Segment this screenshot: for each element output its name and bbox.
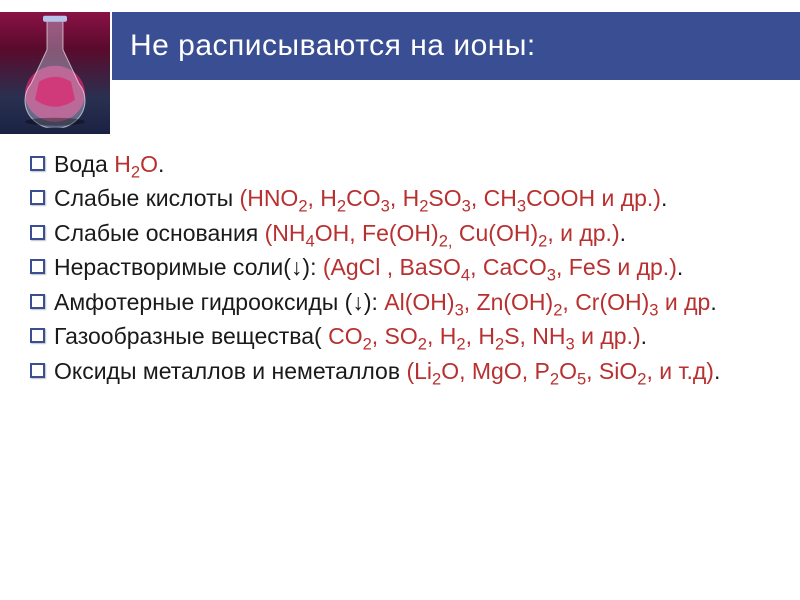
list-item: Слабые основания (NH4OH, Fe(OH)2, Cu(OH)… <box>30 219 776 248</box>
bullet-square-icon <box>30 190 45 205</box>
list-item-text: Амфотерные гидрооксиды (↓): Al(OH)3, Zn(… <box>54 288 717 317</box>
title-bar: Не расписываются на ионы: <box>112 12 800 80</box>
bullet-square-icon <box>30 328 45 343</box>
bullet-square-icon <box>30 363 45 378</box>
header-underbar <box>112 80 800 134</box>
bullet-square-icon <box>30 294 45 309</box>
flask-icon <box>13 14 97 128</box>
list-item: Амфотерные гидрооксиды (↓): Al(OH)3, Zn(… <box>30 288 776 317</box>
list-item-text: Нерастворимые соли(↓): (AgCl , BaSO4, Ca… <box>54 253 683 282</box>
list-item: Оксиды металлов и неметаллов (Li2O, MgO,… <box>30 357 776 386</box>
list-item-text: Газообразные вещества( CO2, SO2, H2, H2S… <box>54 322 647 351</box>
bullet-square-icon <box>30 259 45 274</box>
slide: Не расписываются на ионы: Вода H2O. Слабы… <box>0 0 800 600</box>
list-item-text: Оксиды металлов и неметаллов (Li2O, MgO,… <box>54 357 720 386</box>
content-list: Вода H2O. Слабые кислоты (HNO2, H2CO3, H2… <box>30 150 776 391</box>
bullet-square-icon <box>30 156 45 171</box>
list-item: Газообразные вещества( CO2, SO2, H2, H2S… <box>30 322 776 351</box>
list-item-text: Слабые основания (NH4OH, Fe(OH)2, Cu(OH)… <box>54 219 626 248</box>
bullet-square-icon <box>30 225 45 240</box>
list-item: Вода H2O. <box>30 150 776 179</box>
slide-title: Не расписываются на ионы: <box>130 29 536 63</box>
list-item: Слабые кислоты (HNO2, H2CO3, H2SO3, CH3C… <box>30 184 776 213</box>
list-item-text: Слабые кислоты (HNO2, H2CO3, H2SO3, CH3C… <box>54 184 667 213</box>
list-item-text: Вода H2O. <box>54 150 164 179</box>
list-item: Нерастворимые соли(↓): (AgCl , BaSO4, Ca… <box>30 253 776 282</box>
flask-image-box <box>0 12 112 134</box>
